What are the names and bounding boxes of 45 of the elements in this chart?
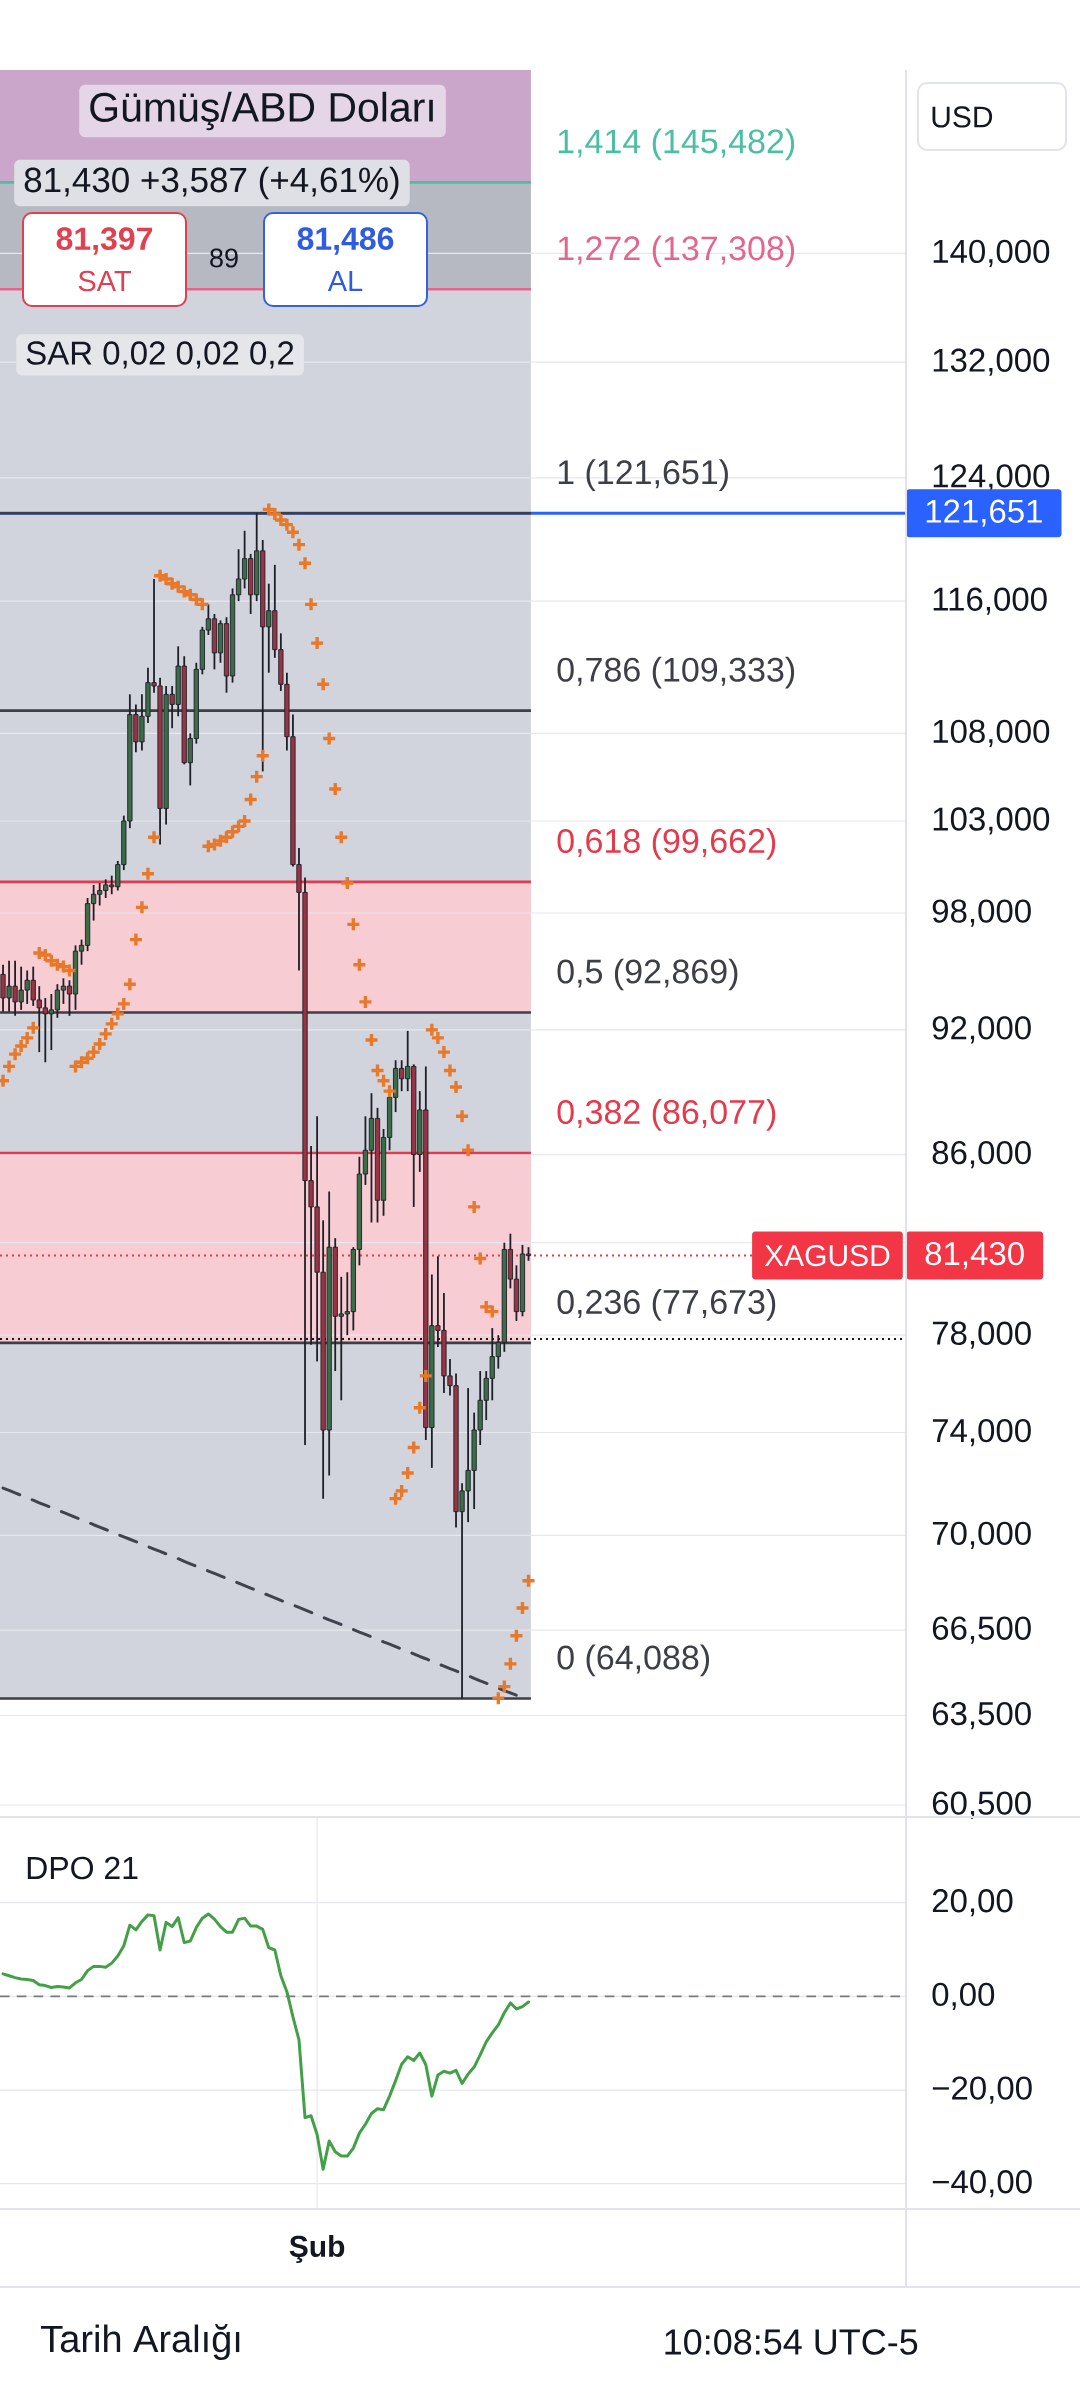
ref-line-label: 0 (64,088) (557, 1644, 710, 1677)
ref-line-label: 1,272 (137,308) (558, 235, 795, 268)
y-tick-label: 108,000 (933, 719, 1050, 747)
text: 10:08:54 UTC-5 (665, 2329, 918, 2355)
y-tick-label: 124,000 (933, 464, 1050, 492)
text: 121,651 (926, 499, 1042, 527)
text: USD (932, 106, 993, 128)
ref-line-label: 1 (121,651) (558, 459, 728, 492)
y-tick-label: 63,500 (932, 1701, 1031, 1730)
annotation: 89 (210, 248, 238, 268)
ref-line-label: 0,236 (77,673) (557, 1289, 776, 1321)
y-tick-label: −20,00 (932, 2076, 1032, 2104)
annotation: SAR 0,02 0,02 0,2 (26, 341, 294, 369)
ref-line-label: 0,786 (109,333) (557, 656, 795, 689)
y-tick-label: 20,00 (932, 1889, 1013, 1917)
text: DPO 21 (27, 1856, 138, 1880)
y-tick-label: 132,000 (933, 348, 1050, 376)
y-tick-label: 0,00 (932, 1982, 995, 2010)
line-series (1, 1912, 530, 2171)
x-tick-label: Şub (289, 2235, 345, 2263)
y-tick-label: 66,500 (932, 1616, 1031, 1644)
y-tick-label: 60,500 (932, 1791, 1031, 1819)
annotation: 81,397 (56, 227, 153, 255)
text: Gümüş/ABD Doları (90, 91, 433, 131)
annotation: 81,486 (297, 227, 394, 255)
y-tick-label: 70,000 (932, 1521, 1031, 1549)
ref-line-label: 0,382 (86,077) (557, 1099, 776, 1131)
text: Tarih Aralığı (41, 2324, 240, 2360)
y-tick-label: 103,000 (933, 807, 1050, 835)
y-tick-label: −40,00 (932, 2170, 1032, 2198)
annotation: XAGUSD (764, 1244, 890, 1267)
text: 81,430 (925, 1241, 1024, 1270)
y-tick-label: 74,000 (932, 1418, 1031, 1447)
y-tick-label: 92,000 (932, 1016, 1031, 1044)
y-tick-label: 116,000 (933, 587, 1047, 615)
ref-line-label: 1,414 (145,482) (558, 128, 795, 161)
annotation: SAT (78, 270, 131, 292)
y-tick-label: 86,000 (932, 1140, 1031, 1169)
y-tick-label: 98,000 (932, 899, 1031, 927)
y-tick-label: 140,000 (933, 239, 1050, 267)
ref-line-label: 0,5 (92,869) (557, 958, 738, 991)
y-tick-label: 78,000 (932, 1321, 1031, 1349)
annotation: AL (327, 271, 363, 291)
text: 81,430 +3,587 (+4,61%) (24, 166, 399, 200)
ref-line-label: 0,618 (99,662) (557, 828, 776, 860)
